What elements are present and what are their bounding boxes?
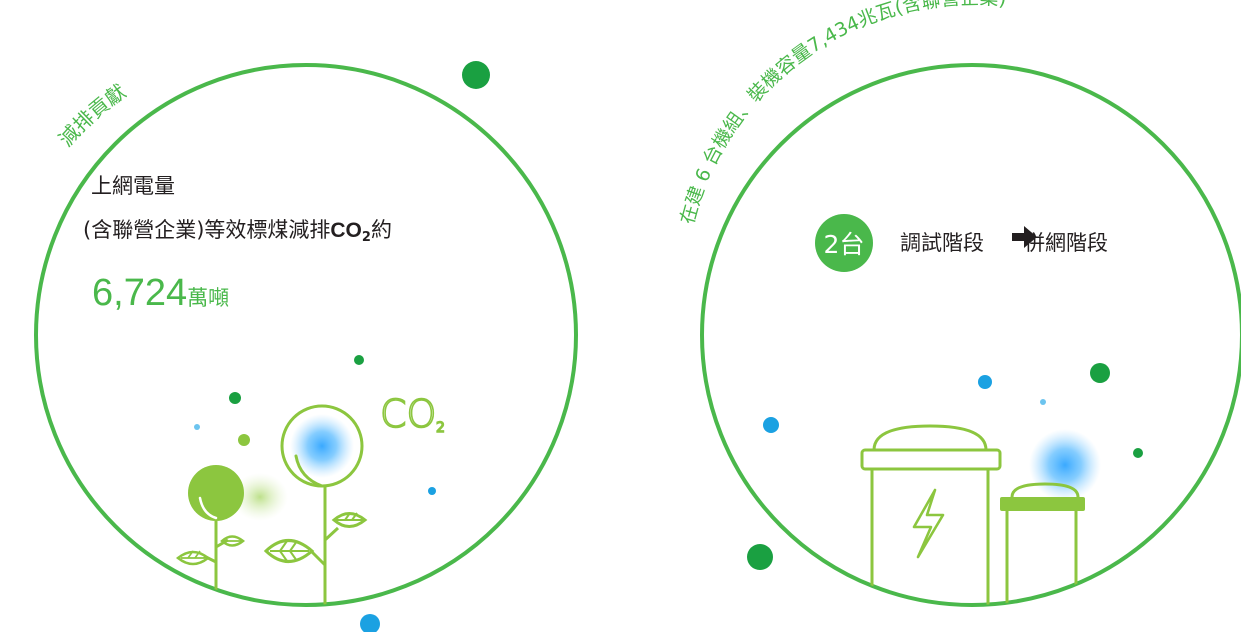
small-battery-cap xyxy=(1000,497,1085,511)
co-text: CO xyxy=(330,219,362,242)
plant-illustration xyxy=(175,404,368,605)
decor-dot xyxy=(1090,363,1110,383)
decor-dot xyxy=(428,487,436,495)
blue-glow xyxy=(1029,429,1101,501)
co-subscript: 2 xyxy=(361,230,371,245)
unit-count-badge: 2台 xyxy=(815,214,873,272)
decor-dot xyxy=(194,424,200,430)
battery-illustration xyxy=(860,424,1101,605)
reduction-suffix: 約 xyxy=(370,218,392,242)
reduction-prefix: (含聯營企業)等效標煤減排 xyxy=(83,218,331,242)
reduction-number: 6,724 xyxy=(92,272,188,314)
left-panel-ring xyxy=(34,63,578,607)
leaf-icon xyxy=(263,539,315,563)
leaf-icon xyxy=(175,550,211,566)
decor-dot xyxy=(1133,448,1143,458)
phase-to: 併網階段 xyxy=(1024,231,1108,255)
phase-transition: 調試階段 併網階段 xyxy=(900,227,1108,257)
green-glow xyxy=(232,473,288,521)
phase-from: 調試階段 xyxy=(900,231,984,255)
leaf-icon xyxy=(331,512,368,528)
right-panel-ring xyxy=(700,63,1241,607)
decor-dot xyxy=(747,544,773,570)
co2-label: CO xyxy=(380,392,436,436)
decor-dot xyxy=(354,355,364,365)
reduction-unit: 萬噸 xyxy=(187,286,230,310)
decor-dot xyxy=(978,375,992,389)
decor-dot xyxy=(238,434,250,446)
decor-dot xyxy=(462,61,490,89)
filled-bulb xyxy=(188,465,244,521)
decor-dot xyxy=(229,392,241,404)
reduction-description: (含聯營企業)等效標煤減排CO2約 xyxy=(83,214,392,245)
right-arc-title: 在建 6 台機組、裝機容量7,434兆瓦(含聯營企業) xyxy=(676,0,1007,226)
decor-dot xyxy=(360,614,380,632)
arrow-right-icon xyxy=(1012,226,1037,248)
co2-subscript: 2 xyxy=(436,420,445,436)
lightning-icon xyxy=(912,488,945,559)
decor-dot xyxy=(763,417,779,433)
blue-glow xyxy=(290,414,354,478)
leaf-icon xyxy=(220,535,245,547)
reduction-value: 6,724萬噸 xyxy=(92,272,229,315)
decor-dot xyxy=(1040,399,1046,405)
power-supply-label: 上網電量 xyxy=(91,174,175,198)
